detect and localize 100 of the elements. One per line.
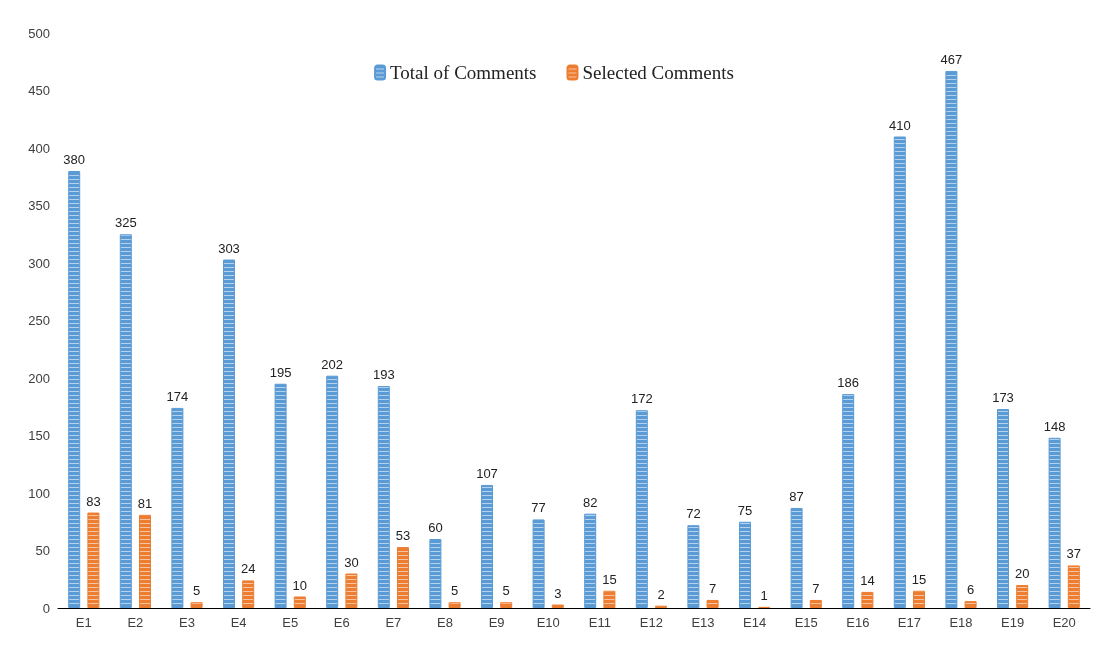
x-tick-label: E13 — [691, 615, 715, 630]
data-label: 24 — [240, 561, 256, 577]
y-tick-label: 50 — [35, 543, 50, 558]
bar — [500, 602, 513, 608]
x-tick-label: E20 — [1052, 615, 1076, 630]
bar — [532, 519, 545, 608]
y-tick-label: 450 — [28, 83, 50, 98]
bar — [1048, 437, 1061, 608]
y-tick-label: 0 — [42, 600, 50, 616]
x-tick-label: E19 — [1001, 615, 1025, 630]
data-label: 82 — [582, 494, 598, 510]
data-label: 37 — [1066, 546, 1082, 562]
y-tick-label: 350 — [28, 198, 50, 213]
legend-label: Total of Comments — [390, 62, 537, 83]
data-label: 3 — [554, 585, 562, 601]
bar — [809, 599, 822, 608]
data-label: 7 — [812, 580, 820, 596]
x-tick-label: E16 — [846, 615, 870, 630]
data-label: 7 — [708, 580, 717, 596]
bar — [481, 484, 493, 608]
data-label: 2 — [657, 586, 665, 602]
x-tick-label: E11 — [588, 615, 611, 630]
bar — [377, 386, 390, 608]
bar — [964, 601, 977, 608]
bar — [448, 602, 461, 608]
bar — [913, 590, 925, 608]
bar — [706, 599, 719, 608]
data-label: 173 — [992, 390, 1014, 406]
data-label: 15 — [602, 571, 617, 587]
bar — [603, 590, 616, 608]
data-label: 410 — [888, 117, 911, 133]
bar — [1016, 585, 1029, 608]
data-label: 325 — [114, 215, 137, 231]
y-tick-label: 300 — [28, 255, 50, 271]
data-label: 467 — [940, 51, 963, 67]
y-tick-label: 100 — [28, 485, 50, 501]
data-label: 5 — [502, 583, 510, 599]
bar — [945, 70, 958, 608]
data-label: 15 — [911, 571, 927, 587]
data-label: 303 — [218, 240, 240, 256]
x-tick-label: E18 — [949, 615, 973, 630]
bar — [397, 547, 409, 608]
bar — [68, 171, 81, 608]
x-tick-label: E10 — [536, 615, 560, 630]
x-tick-label: E17 — [897, 615, 921, 630]
bar — [842, 394, 855, 608]
data-label: 380 — [63, 152, 86, 167]
x-tick-label: E12 — [639, 615, 663, 630]
data-label: 193 — [372, 367, 395, 383]
data-label: 10 — [292, 577, 308, 593]
x-tick-label: E14 — [743, 615, 767, 630]
bar — [293, 596, 306, 608]
data-label: 202 — [321, 356, 344, 372]
y-tick-label: 200 — [28, 370, 50, 386]
data-label: 1 — [760, 587, 768, 603]
bar — [551, 604, 564, 608]
bar — [190, 602, 203, 608]
x-tick-label: E8 — [437, 615, 453, 630]
data-label: 53 — [395, 528, 411, 544]
data-label: 174 — [166, 388, 189, 404]
x-tick-label: E7 — [385, 615, 402, 630]
data-label: 81 — [137, 495, 153, 511]
x-tick-label: E9 — [488, 615, 505, 630]
bar — [326, 375, 339, 608]
bar — [87, 512, 100, 608]
data-label: 75 — [737, 502, 753, 518]
bar — [861, 591, 874, 608]
bar — [242, 580, 255, 608]
bar — [139, 514, 151, 608]
data-label: 77 — [531, 500, 546, 516]
y-tick-label: 500 — [28, 25, 50, 41]
y-tick-label: 400 — [28, 140, 50, 156]
x-tick-label: E5 — [282, 615, 299, 630]
legend-label: Selected Comments — [582, 62, 734, 83]
data-label: 6 — [966, 582, 975, 598]
y-tick-label: 250 — [28, 313, 50, 328]
x-tick-label: E6 — [333, 615, 350, 630]
data-label: 83 — [86, 493, 101, 509]
data-label: 72 — [686, 506, 701, 522]
data-label: 60 — [428, 520, 443, 535]
data-label: 87 — [789, 488, 804, 504]
data-label: 148 — [1043, 418, 1066, 434]
bar — [739, 521, 751, 608]
bar — [584, 513, 597, 608]
data-label: 20 — [1014, 566, 1030, 581]
y-tick-label: 150 — [28, 428, 50, 443]
bar — [790, 507, 803, 608]
bar — [893, 136, 906, 608]
x-tick-label: E15 — [794, 615, 818, 630]
bar — [1067, 565, 1080, 608]
bar — [429, 539, 442, 608]
bar — [274, 383, 287, 608]
bar — [119, 234, 132, 608]
bar — [997, 409, 1009, 608]
x-tick-label: E1 — [75, 615, 92, 630]
data-label: 186 — [837, 375, 860, 391]
data-label: 30 — [344, 554, 359, 570]
bar — [635, 410, 648, 608]
x-tick-label: E3 — [179, 615, 195, 630]
bar — [223, 259, 235, 608]
